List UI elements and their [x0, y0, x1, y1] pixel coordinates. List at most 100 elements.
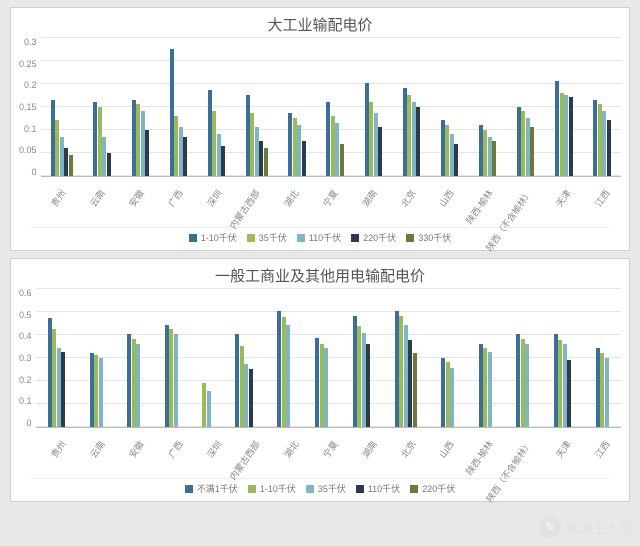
legend-item: 35千伏 [306, 482, 346, 495]
bar [320, 344, 324, 427]
bar [107, 153, 111, 176]
bar [51, 100, 55, 176]
wechat-icon: ✎ [539, 516, 561, 538]
bar [353, 316, 357, 427]
bar-group [93, 37, 111, 176]
bar [340, 144, 344, 176]
bar [250, 113, 254, 176]
bar-group [517, 37, 535, 176]
bar-group [127, 288, 140, 427]
y-axis: 0.60.50.40.30.20.10 [19, 288, 36, 428]
bar [169, 329, 173, 427]
bar [598, 104, 602, 176]
bar-group [395, 288, 417, 427]
bar [378, 127, 382, 176]
bar [479, 344, 483, 427]
bar [212, 111, 216, 176]
bar [362, 333, 366, 427]
bar [60, 137, 64, 176]
bar-group [403, 37, 421, 176]
bar [297, 125, 301, 176]
watermark-text: 能源生态圈 [567, 518, 632, 537]
bar [488, 352, 492, 427]
x-tick: 江西 [602, 438, 640, 467]
bar [208, 90, 212, 176]
bar [48, 318, 52, 427]
bar [183, 137, 187, 176]
bar [293, 118, 297, 176]
y-tick: 0.15 [19, 102, 37, 112]
bar [174, 116, 178, 176]
legend-label: 110千伏 [368, 482, 400, 495]
bar [335, 123, 339, 176]
bar [357, 326, 361, 427]
legend: 1-10千伏35千伏110千伏220千伏330千伏 [31, 227, 609, 250]
y-tick: 0.6 [19, 288, 32, 298]
bar [445, 125, 449, 176]
bar [174, 334, 178, 427]
legend-swatch [410, 485, 418, 493]
watermark: ✎ 能源生态圈 [539, 516, 632, 538]
legend-swatch [248, 485, 256, 493]
legend-item: 110千伏 [356, 482, 400, 495]
bar-group [365, 37, 383, 176]
bar [399, 316, 403, 427]
legend-item: 330千伏 [406, 231, 451, 244]
bar-group [235, 288, 253, 427]
bar [408, 340, 412, 427]
legend-swatch [406, 234, 414, 242]
bar [554, 334, 558, 427]
bar [165, 325, 169, 427]
bar [136, 344, 140, 427]
legend-item: 1-10千伏 [189, 231, 237, 244]
bar [244, 364, 248, 427]
bar [259, 141, 263, 176]
chart-industrial: 大工业输配电价0.30.250.20.150.10.050贵州云南安徽广西深圳内… [10, 7, 630, 251]
bar-group [441, 288, 454, 427]
bar [412, 102, 416, 176]
legend-label: 1-10千伏 [260, 482, 296, 495]
legend-swatch [306, 485, 314, 493]
bar [404, 325, 408, 427]
bar [569, 97, 573, 176]
legend-item: 1-10千伏 [248, 482, 296, 495]
bar-group [441, 37, 459, 176]
bar-group [479, 37, 497, 176]
bar [132, 339, 136, 427]
bar-group [288, 37, 306, 176]
bar [282, 317, 286, 427]
bar-group [202, 288, 211, 427]
bar-group [555, 37, 573, 176]
bar-group [170, 37, 188, 176]
bar [526, 118, 530, 176]
bar [564, 95, 568, 176]
legend-item: 不满1千伏 [185, 482, 238, 495]
bar [374, 113, 378, 176]
bar [517, 107, 521, 177]
bar [441, 358, 445, 428]
bar [596, 348, 600, 427]
legend-swatch [356, 485, 364, 493]
bar [326, 102, 330, 176]
bar [450, 368, 454, 427]
bar [407, 95, 411, 176]
bar [605, 358, 609, 428]
bar [369, 102, 373, 176]
bar [560, 93, 564, 176]
bar [288, 113, 292, 176]
y-tick: 0.3 [19, 37, 37, 47]
legend-item: 110千伏 [297, 231, 341, 244]
bar-group [554, 288, 572, 427]
bar-group [246, 37, 268, 176]
legend-swatch [189, 234, 197, 242]
bar [179, 127, 183, 176]
bar [521, 339, 525, 427]
bar [235, 334, 239, 427]
legend-item: 35千伏 [247, 231, 287, 244]
y-tick: 0.1 [19, 124, 37, 134]
bar-group [277, 288, 290, 427]
bar [602, 111, 606, 176]
legend-label: 35千伏 [318, 482, 346, 495]
bar [57, 348, 61, 427]
bar-group [48, 288, 66, 427]
